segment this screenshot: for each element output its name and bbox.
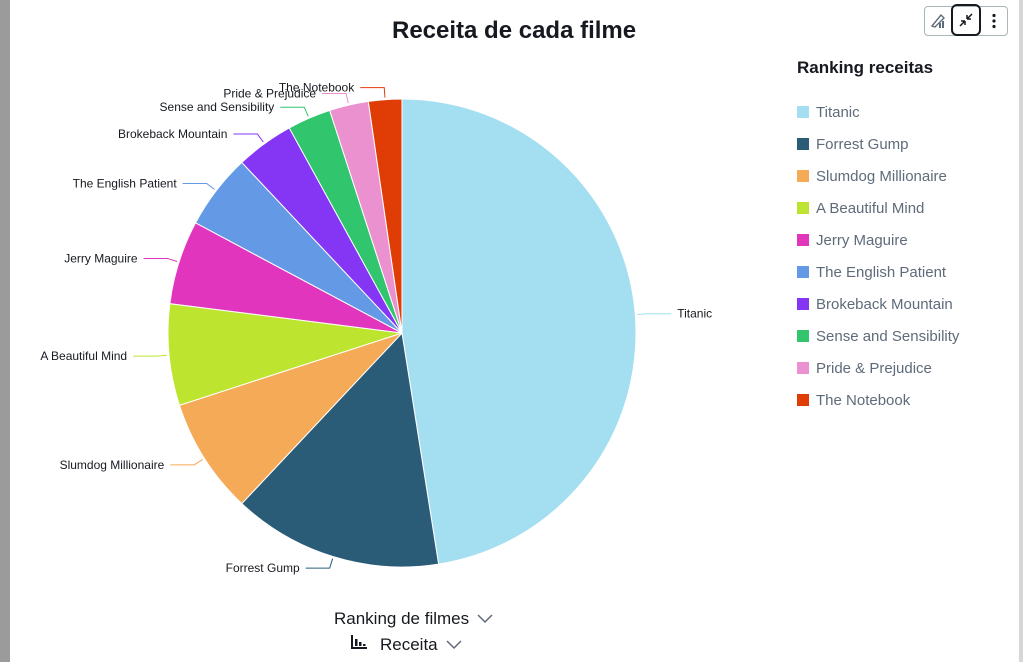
value-field[interactable]: Receita bbox=[350, 634, 462, 655]
leader-line-a-beautiful-mind bbox=[133, 354, 168, 357]
leader-line-jerry-maguire bbox=[143, 257, 178, 262]
legend-item-sense-and-sensibility[interactable]: Sense and Sensibility bbox=[797, 320, 1017, 352]
chart-title-text: Receita de cada filme bbox=[392, 17, 637, 44]
legend-item-the-english-patient[interactable]: The English Patient bbox=[797, 256, 1017, 288]
legend-item-jerry-maguire[interactable]: Jerry Maguire bbox=[797, 224, 1017, 256]
legend-item-slumdog-millionaire[interactable]: Slumdog Millionaire bbox=[797, 160, 1017, 192]
data-label-sense-and-sensibility: Sense and Sensibility bbox=[160, 100, 275, 114]
legend-swatch bbox=[797, 106, 809, 118]
data-label-forrest-gump: Forrest Gump bbox=[226, 561, 300, 575]
legend-items: Titanic Forrest Gump Slumdog Millionaire A … bbox=[797, 96, 1017, 416]
leader-line-forrest-gump bbox=[305, 558, 334, 569]
legend-label: The English Patient bbox=[816, 263, 947, 281]
value-label: Receita bbox=[380, 634, 438, 654]
leader-line-slumdog-millionaire bbox=[170, 459, 204, 466]
legend-item-pride-prejudice[interactable]: Pride & Prejudice bbox=[797, 352, 1017, 384]
left-gutter bbox=[0, 0, 10, 662]
legend-swatch bbox=[797, 330, 809, 342]
legend-swatch bbox=[797, 234, 809, 246]
legend-swatch bbox=[797, 298, 809, 310]
leader-line-pride-prejudice bbox=[322, 92, 349, 104]
chevron-down-icon bbox=[446, 635, 462, 655]
legend-item-a-beautiful-mind[interactable]: A Beautiful Mind bbox=[797, 192, 1017, 224]
visual-container: Receita de cada filme Titanic Forrest Gum… bbox=[10, 0, 1019, 662]
sort-descending-icon bbox=[350, 634, 368, 655]
pie-slice-slumdog-millionaire[interactable] bbox=[178, 332, 403, 505]
data-label-slumdog-millionaire: Slumdog Millionaire bbox=[60, 458, 165, 472]
group-by-label: Ranking de filmes bbox=[334, 609, 470, 628]
legend-item-brokeback-mountain[interactable]: Brokeback Mountain bbox=[797, 288, 1017, 320]
leader-line-the-notebook bbox=[360, 87, 386, 98]
legend-swatch bbox=[797, 170, 809, 182]
legend-label: A Beautiful Mind bbox=[816, 199, 925, 217]
more-vertical-icon[interactable] bbox=[981, 7, 1007, 35]
data-label-titanic: Titanic bbox=[677, 307, 712, 321]
pie-chart: Titanic Forrest Gump Slumdog Millionaire A … bbox=[40, 81, 712, 575]
legend-swatch bbox=[797, 394, 809, 406]
chevron-down-icon bbox=[477, 609, 493, 629]
data-label-a-beautiful-mind: A Beautiful Mind bbox=[40, 349, 127, 363]
pie-slice-a-beautiful-mind[interactable] bbox=[167, 303, 403, 406]
legend-label: The Notebook bbox=[816, 391, 911, 409]
legend-label: Brokeback Mountain bbox=[816, 295, 953, 313]
data-label-jerry-maguire: Jerry Maguire bbox=[64, 251, 138, 265]
legend-item-titanic[interactable]: Titanic bbox=[797, 96, 1017, 128]
right-scrollbar[interactable] bbox=[1019, 0, 1023, 662]
leader-line-brokeback-mountain bbox=[233, 133, 264, 143]
visual-toolbar bbox=[924, 4, 1008, 36]
collapse-icon[interactable] bbox=[951, 4, 981, 36]
leader-line-sense-and-sensibility bbox=[280, 106, 309, 117]
group-by-field[interactable]: Ranking de filmes bbox=[334, 609, 493, 629]
legend-swatch bbox=[797, 362, 809, 374]
leader-line-titanic bbox=[637, 313, 672, 315]
data-label-brokeback-mountain: Brokeback Mountain bbox=[118, 127, 227, 141]
data-label-the-notebook: The Notebook bbox=[279, 81, 355, 95]
legend-label: Forrest Gump bbox=[816, 135, 909, 153]
legend-label: Pride & Prejudice bbox=[816, 359, 932, 377]
legend-item-the-notebook[interactable]: The Notebook bbox=[797, 384, 1017, 416]
legend-label: Jerry Maguire bbox=[816, 231, 908, 249]
legend-swatch bbox=[797, 202, 809, 214]
pie-slice-forrest-gump[interactable] bbox=[241, 331, 440, 568]
legend-swatch bbox=[797, 266, 809, 278]
legend-label: Sense and Sensibility bbox=[816, 327, 960, 345]
data-label-the-english-patient: The English Patient bbox=[73, 176, 178, 190]
leader-line-the-english-patient bbox=[182, 182, 215, 190]
legend-item-forrest-gump[interactable]: Forrest Gump bbox=[797, 128, 1017, 160]
pie-slice-the-notebook[interactable] bbox=[367, 98, 403, 334]
legend: Ranking receitas Titanic Forrest Gump Slum… bbox=[797, 58, 1017, 416]
legend-label: Titanic bbox=[816, 103, 860, 121]
legend-title: Ranking receitas bbox=[797, 58, 934, 77]
legend-label: Slumdog Millionaire bbox=[816, 167, 947, 185]
data-label-pride-prejudice: Pride & Prejudice bbox=[223, 86, 316, 100]
pen-chart-icon[interactable] bbox=[925, 7, 951, 35]
legend-swatch bbox=[797, 138, 809, 150]
pie-slice-titanic[interactable] bbox=[401, 98, 637, 565]
